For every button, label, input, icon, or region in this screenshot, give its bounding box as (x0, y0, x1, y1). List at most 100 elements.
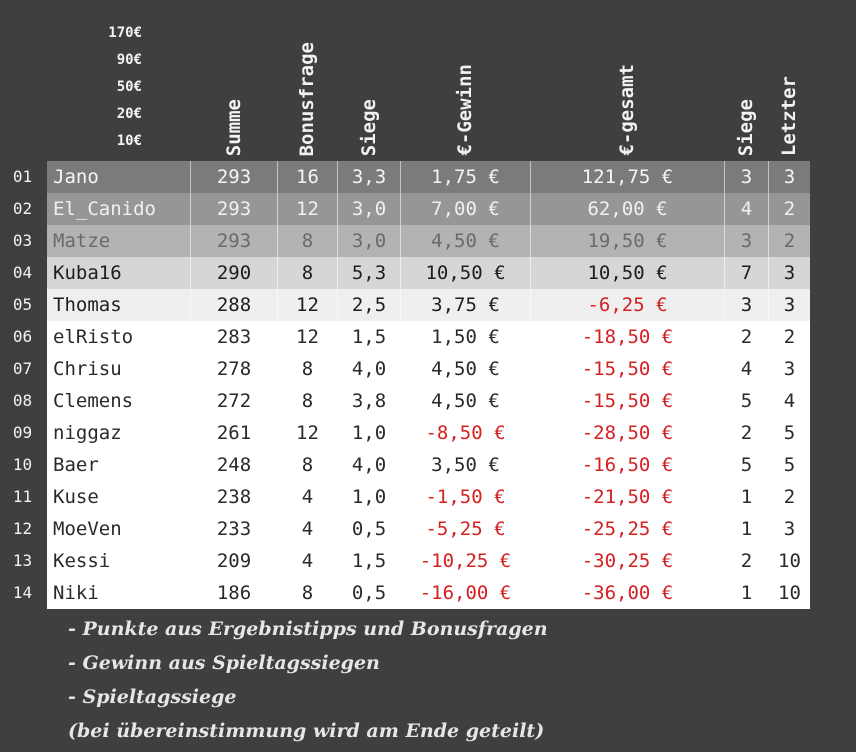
cell-siege2: 2 (724, 417, 768, 449)
cell-siege: 2,5 (337, 289, 400, 321)
cell-letzter: 2 (768, 225, 810, 257)
cell-siege: 3,3 (337, 161, 400, 193)
prize-3: 50€ (116, 79, 142, 95)
rank-number: 05 (12, 295, 33, 314)
cell-siege: 3,0 (337, 225, 400, 257)
cell-siege: 0,5 (337, 577, 400, 609)
table-row: Jano 293 16 3,3 1,75 €121,75 €3 3 (47, 161, 810, 193)
cell-letzter: 5 (768, 417, 810, 449)
table-row: MoeVen 233 4 0,5 -5,25 € -25,25 €1 3 (47, 513, 810, 545)
table-row: Thomas 288 12 2,5 3,75 € -6,25 €3 3 (47, 289, 810, 321)
cell-name: Clemens (53, 390, 134, 412)
cell-gewinn: 4,50 € (400, 353, 530, 385)
cell-bonus: 8 (277, 225, 337, 257)
cell-summe: 293 (190, 193, 277, 225)
cell-name: MoeVen (53, 518, 122, 540)
cell-gewinn: -1,50 € (400, 481, 530, 513)
header-siege: Siege (357, 98, 380, 156)
cell-letzter: 3 (768, 353, 810, 385)
cell-gewinn: 1,50 € (400, 321, 530, 353)
prize-1: 170€ (108, 25, 142, 41)
cell-siege: 4,0 (337, 353, 400, 385)
cell-gewinn: 1,75 € (400, 161, 530, 193)
cell-gesamt: 10,50 € (530, 257, 724, 289)
cell-name: Jano (53, 166, 99, 188)
cell-summe: 186 (190, 577, 277, 609)
table-row: Baer 248 8 4,0 3,50 € -16,50 €5 5 (47, 449, 810, 481)
cell-summe: 233 (190, 513, 277, 545)
cell-gesamt: -6,25 € (530, 289, 724, 321)
header-gewinn: €-Gewinn (454, 64, 476, 156)
rank-number: 14 (12, 583, 33, 602)
cell-bonus: 4 (277, 545, 337, 577)
cell-gesamt: 62,00 € (530, 193, 724, 225)
notes: - Punkte aus Ergebnistipps und Bonusfrag… (68, 616, 548, 752)
cell-gesamt: -16,50 € (530, 449, 724, 481)
cell-bonus: 12 (277, 289, 337, 321)
cell-siege2: 1 (724, 577, 768, 609)
table-row: Clemens 272 8 3,8 4,50 € -15,50 €5 4 (47, 385, 810, 417)
rank-number: 06 (12, 327, 33, 346)
table-row: Chrisu 278 8 4,0 4,50 € -15,50 €4 3 (47, 353, 810, 385)
cell-bonus: 12 (277, 417, 337, 449)
rank-number: 07 (12, 359, 33, 378)
cell-siege: 1,5 (337, 545, 400, 577)
cell-letzter: 3 (768, 161, 810, 193)
cell-siege2: 2 (724, 321, 768, 353)
cell-siege2: 2 (724, 545, 768, 577)
cell-gesamt: 19,50 € (530, 225, 724, 257)
cell-letzter: 4 (768, 385, 810, 417)
table-row: Kessi 209 4 1,5 -10,25 € -30,25 €2 10 (47, 545, 810, 577)
rank-number: 01 (12, 167, 33, 186)
cell-gesamt: -25,25 € (530, 513, 724, 545)
rank-number: 11 (12, 487, 33, 506)
cell-summe: 272 (190, 385, 277, 417)
cell-gesamt: -28,50 € (530, 417, 724, 449)
cell-name: Niki (53, 582, 99, 604)
cell-gesamt: -15,50 € (530, 353, 724, 385)
cell-siege2: 3 (724, 225, 768, 257)
cell-letzter: 2 (768, 481, 810, 513)
cell-siege2: 3 (724, 161, 768, 193)
cell-gesamt: -36,00 € (530, 577, 724, 609)
header-letzter: Letzter (778, 75, 800, 156)
header-spieltagssiege: Siege (735, 98, 757, 156)
cell-siege2: 4 (724, 353, 768, 385)
cell-siege: 3,0 (337, 193, 400, 225)
cell-siege: 1,0 (337, 481, 400, 513)
cell-bonus: 8 (277, 257, 337, 289)
cell-siege: 1,5 (337, 321, 400, 353)
header-summe: Summe (222, 98, 245, 156)
cell-gesamt: -30,25 € (530, 545, 724, 577)
table-row: Matze 293 8 3,0 4,50 €19,50 €3 2 (47, 225, 810, 257)
cell-summe: 238 (190, 481, 277, 513)
cell-bonus: 8 (277, 353, 337, 385)
prize-5: 10€ (116, 133, 142, 149)
cell-summe: 209 (190, 545, 277, 577)
cell-name: Kuse (53, 486, 99, 508)
note-points: - Punkte aus Ergebnistipps und Bonusfrag… (68, 618, 548, 640)
cell-letzter: 10 (768, 577, 810, 609)
cell-gewinn: -10,25 € (400, 545, 530, 577)
cell-name: Matze (53, 230, 111, 252)
cell-siege2: 5 (724, 385, 768, 417)
cell-gesamt: -15,50 € (530, 385, 724, 417)
cell-siege2: 1 (724, 513, 768, 545)
cell-letzter: 2 (768, 193, 810, 225)
cell-gesamt: -21,50 € (530, 481, 724, 513)
note-tie: (bei übereinstimmung wird am Ende geteil… (68, 720, 545, 742)
cell-siege: 1,0 (337, 417, 400, 449)
cell-siege2: 5 (724, 449, 768, 481)
cell-bonus: 12 (277, 321, 337, 353)
cell-gesamt: -18,50 € (530, 321, 724, 353)
rank-number: 10 (12, 455, 33, 474)
cell-letzter: 3 (768, 289, 810, 321)
cell-bonus: 4 (277, 513, 337, 545)
cell-siege: 5,3 (337, 257, 400, 289)
cell-bonus: 4 (277, 481, 337, 513)
header-bonusfrage: Bonusfrage (296, 41, 318, 156)
cell-name: Thomas (53, 294, 122, 316)
rank-number: 04 (12, 263, 33, 282)
table-row: Kuse 238 4 1,0 -1,50 € -21,50 €1 2 (47, 481, 810, 513)
cell-summe: 288 (190, 289, 277, 321)
